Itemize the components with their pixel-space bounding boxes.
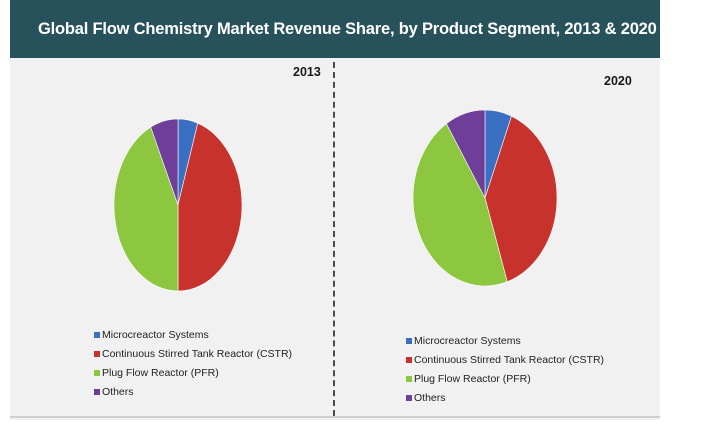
legend-item-microreactor: Microcreactor Systems [94,325,292,344]
chart-title: Global Flow Chemistry Market Revenue Sha… [38,19,657,38]
legend-item-pfr: Plug Flow Reactor (PFR) [94,363,292,382]
legend-item-others: Others [406,388,604,407]
year-label-2013: 2013 [293,65,321,79]
legend-swatch-pfr [94,369,100,376]
legend-item-pfr: Plug Flow Reactor (PFR) [406,369,604,388]
chart-header: Global Flow Chemistry Market Revenue Sha… [10,0,660,58]
legend-item-cstr: Continuous Stirred Tank Reactor (CSTR) [406,350,604,369]
legend-swatch-cstr [406,356,412,363]
chart-frame: Global Flow Chemistry Market Revenue Sha… [10,0,660,420]
legend-item-others: Others [94,382,292,401]
legend-label: Continuous Stirred Tank Reactor (CSTR) [414,353,605,366]
pie-slice-cstr [177,122,243,292]
legend-label: Others [102,385,134,398]
year-label-2020: 2020 [604,74,632,88]
pie-slice-cstr [484,115,558,283]
legend-label: Continuous Stirred Tank Reactor (CSTR) [102,347,293,360]
pie-slice-others [150,118,179,206]
legend-2020: Microcreactor Systems Continuous Stirred… [406,331,604,407]
legend-label: Plug Flow Reactor (PFR) [102,366,219,379]
legend-label: Others [414,391,446,404]
legend-swatch-microreactor [94,331,100,338]
bottom-rule [10,416,660,418]
pie-chart-2013 [113,118,243,292]
legend-swatch-cstr [94,350,100,357]
legend-item-microreactor: Microcreactor Systems [406,331,604,350]
legend-swatch-microreactor [406,337,412,344]
legend-swatch-others [406,394,412,401]
pie-chart-2020 [412,109,558,287]
pie-divider [333,62,335,416]
pie-charts [113,109,558,292]
pie-slice-others [446,109,486,199]
legend-swatch-others [94,388,100,395]
legend-label: Microcreactor Systems [102,328,209,341]
legend-swatch-pfr [406,375,412,382]
pie-slice-pfr [412,123,508,287]
legend-2013: Microcreactor Systems Continuous Stirred… [94,325,292,401]
legend-label: Plug Flow Reactor (PFR) [414,372,531,385]
pie-slice-pfr [113,126,179,292]
legend-item-cstr: Continuous Stirred Tank Reactor (CSTR) [94,344,292,363]
legend-label: Microcreactor Systems [414,334,521,347]
